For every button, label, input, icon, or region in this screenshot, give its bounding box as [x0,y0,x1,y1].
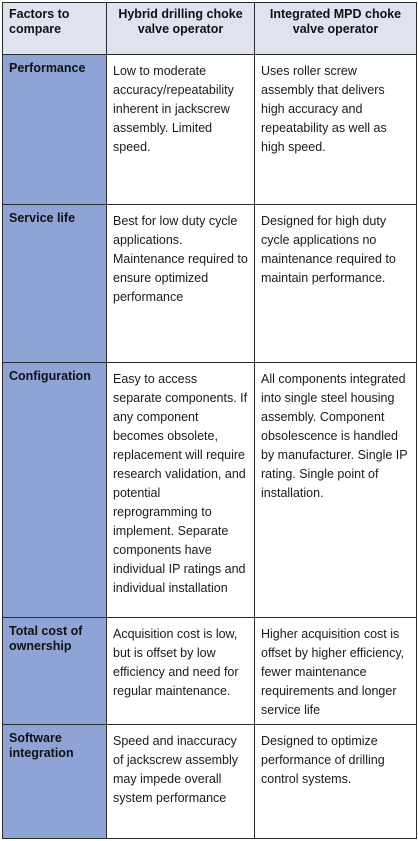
integrated-cell: Uses roller screw assembly that delivers… [254,54,417,205]
integrated-cell: All components integrated into single st… [254,362,417,618]
hybrid-cell: Best for low duty cycle applications. Ma… [106,204,255,363]
table-row-service-life: Service life Best for low duty cycle app… [2,204,417,363]
hybrid-cell: Easy to access separate components. If a… [106,362,255,618]
integrated-cell: Designed for high duty cycle application… [254,204,417,363]
integrated-cell: Higher acquisition cost is offset by hig… [254,617,417,725]
header-row: Factors to compare Hybrid drilling choke… [2,2,417,55]
factor-cell: Service life [2,204,107,363]
table-row-performance: Performance Low to moderate accuracy/rep… [2,54,417,205]
header-integrated: Integrated MPD choke valve operator [254,2,417,55]
table-row-total-cost: Total cost of ownership Acquisition cost… [2,617,417,725]
factor-cell: Software integration [2,724,107,839]
factor-cell: Total cost of ownership [2,617,107,725]
hybrid-cell: Speed and inaccuracy of jackscrew assemb… [106,724,255,839]
factor-cell: Performance [2,54,107,205]
integrated-cell: Designed to optimize performance of dril… [254,724,417,839]
header-hybrid: Hybrid drilling choke valve operator [106,2,255,55]
table-row-configuration: Configuration Easy to access separate co… [2,362,417,618]
hybrid-cell: Acquisition cost is low, but is offset b… [106,617,255,725]
table-row-software-integration: Software integration Speed and inaccurac… [2,724,417,839]
hybrid-cell: Low to moderate accuracy/repeatability i… [106,54,255,205]
header-factors: Factors to compare [2,2,107,55]
factor-cell: Configuration [2,362,107,618]
